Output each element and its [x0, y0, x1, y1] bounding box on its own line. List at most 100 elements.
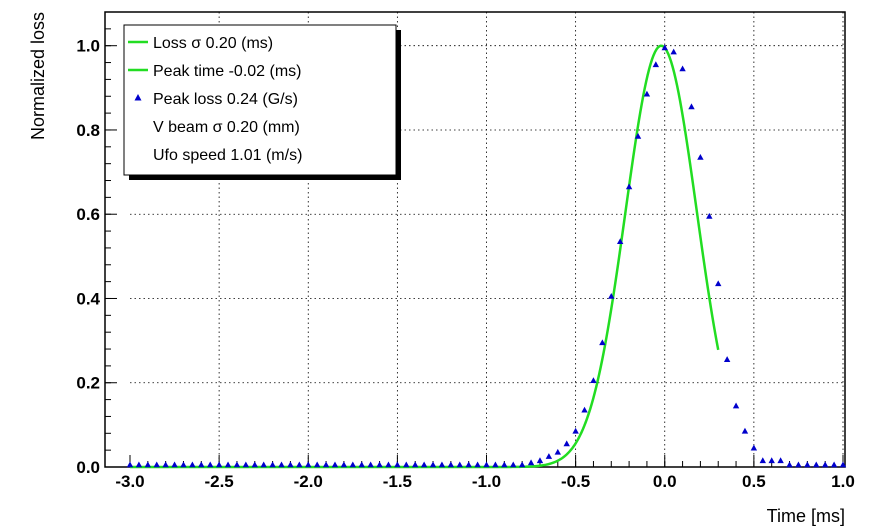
x-tick-label: -1.0 — [472, 472, 501, 491]
data-point — [688, 103, 695, 110]
data-point — [412, 461, 419, 468]
legend-box — [123, 24, 397, 176]
data-point — [305, 461, 312, 468]
data-point — [331, 461, 339, 468]
y-tick-label: 0.2 — [76, 374, 100, 393]
data-point — [269, 461, 276, 468]
data-point — [581, 406, 588, 413]
data-point — [545, 453, 553, 459]
data-point — [447, 461, 455, 468]
data-point — [376, 461, 383, 468]
data-point — [349, 461, 357, 468]
data-point — [804, 461, 811, 468]
data-point — [572, 427, 579, 434]
grid — [130, 12, 844, 467]
data-point — [296, 461, 303, 468]
data-point — [536, 457, 544, 464]
x-axis-title: Time [ms] — [767, 506, 845, 526]
legend-entry: Loss σ 0.20 (ms) — [153, 35, 273, 52]
data-point — [171, 461, 178, 468]
data-point — [750, 444, 758, 451]
legend-entry: Peak time -0.02 (ms) — [153, 63, 301, 80]
x-tick-label: -2.5 — [204, 472, 233, 491]
data-point — [777, 457, 784, 464]
data-point — [732, 402, 740, 409]
y-tick-label: 0.6 — [76, 205, 100, 224]
data-point — [242, 461, 250, 468]
data-point — [224, 461, 232, 468]
axis-ticks: -3.0 -2.5 -2.0 -1.5 -1.0 -0.5 0.0 0.5 1.0 0.0 0.2 0… — [76, 28, 855, 491]
data-point — [340, 461, 348, 468]
data-point — [465, 461, 472, 468]
data-point — [474, 461, 481, 468]
data-point — [501, 461, 508, 468]
data-point — [652, 61, 660, 68]
data-point — [198, 461, 205, 468]
data-point — [661, 44, 668, 51]
data-point — [260, 461, 267, 468]
data-point — [403, 461, 410, 468]
data-point — [367, 461, 374, 468]
y-axis-title: Normalized loss — [28, 12, 48, 140]
data-point — [839, 461, 847, 468]
data-point — [768, 457, 775, 464]
data-point — [554, 448, 561, 455]
data-point — [492, 461, 499, 468]
x-tick-label: -2.0 — [294, 472, 323, 491]
data-point — [278, 461, 285, 468]
data-point — [616, 238, 624, 245]
data-point — [723, 356, 731, 362]
data-point — [590, 377, 597, 384]
data-point — [670, 48, 677, 55]
data-point — [608, 292, 615, 299]
legend-entry: Ufo speed 1.01 (m/s) — [153, 147, 302, 164]
data-point — [830, 461, 838, 468]
data-point — [706, 212, 713, 219]
data-point — [759, 457, 766, 464]
data-point — [821, 461, 829, 468]
data-point — [215, 461, 223, 468]
data-point — [786, 461, 793, 468]
data-point — [144, 461, 152, 468]
data-point — [135, 461, 143, 468]
data-point — [180, 461, 187, 468]
data-point — [715, 280, 722, 287]
data-point — [313, 461, 321, 468]
data-point — [643, 90, 651, 97]
data-point — [207, 461, 214, 468]
data-point — [162, 461, 169, 468]
data-point — [233, 461, 241, 468]
data-point — [510, 461, 517, 468]
data-point — [153, 461, 160, 468]
data-point — [679, 65, 686, 72]
data-point — [795, 461, 802, 468]
data-point — [251, 461, 258, 468]
legend-entry: V beam σ 0.20 (mm) — [153, 119, 300, 136]
legend-triangle-marker — [134, 94, 142, 101]
y-tick-label: 0.0 — [76, 458, 100, 477]
x-tick-label: -0.5 — [561, 472, 590, 491]
data-point — [625, 183, 633, 190]
data-point — [322, 461, 330, 468]
data-point — [697, 153, 704, 160]
data-point — [385, 461, 392, 468]
data-point — [358, 461, 365, 468]
data-point — [483, 461, 490, 468]
data-point — [420, 461, 428, 468]
x-tick-label: 0.5 — [742, 472, 766, 491]
y-tick-label: 1.0 — [76, 37, 100, 56]
y-tick-label: 0.4 — [76, 289, 100, 308]
data-point — [599, 339, 606, 346]
legend: Loss σ 0.20 (ms) Peak time -0.02 (ms) Peak… — [123, 24, 401, 180]
data-point — [394, 461, 401, 468]
data-point — [126, 461, 134, 468]
x-tick-label: -3.0 — [115, 472, 144, 491]
data-point — [189, 461, 196, 468]
data-point — [741, 427, 749, 434]
data-point — [518, 461, 526, 468]
data-point — [634, 132, 642, 139]
x-tick-label: 0.0 — [653, 472, 677, 491]
x-tick-label: 1.0 — [831, 472, 855, 491]
data-point — [429, 461, 437, 468]
